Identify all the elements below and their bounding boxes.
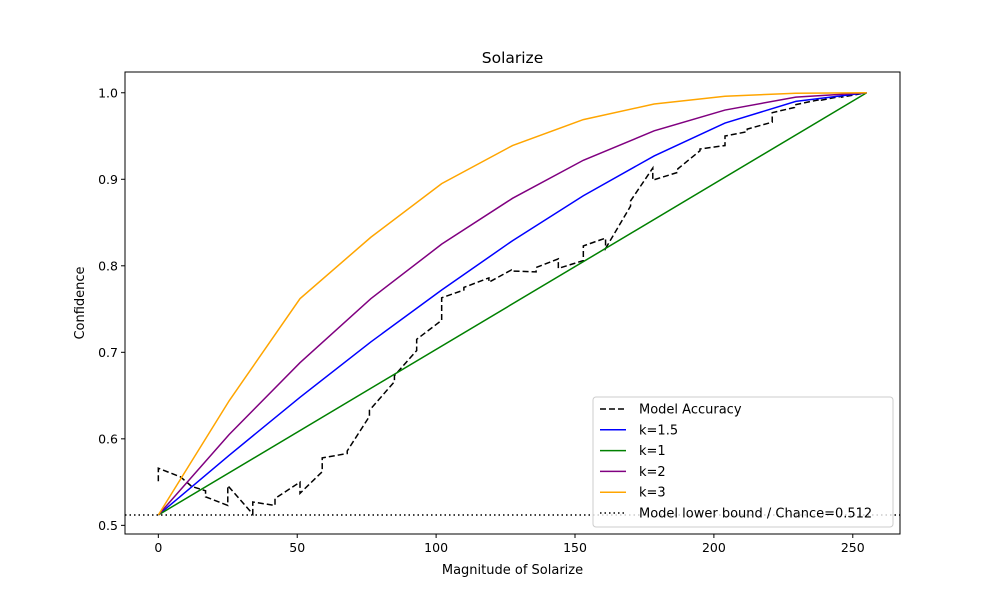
y-tick-label: 0.6	[98, 431, 118, 446]
chart-title: Solarize	[482, 49, 543, 67]
legend-label-k-1: k=1	[639, 444, 666, 459]
series-line-k-1-5	[157, 92, 867, 516]
legend-label-k-2: k=2	[639, 465, 666, 480]
x-axis: 0 50 100 150 200 250	[154, 534, 865, 555]
y-tick-label: 1.0	[98, 85, 118, 100]
x-tick-label: 50	[289, 540, 305, 555]
x-tick-label: 150	[563, 540, 587, 555]
legend-label-k-3: k=3	[639, 486, 666, 501]
legend-label-model-lower-bound-chance-0-512: Model lower bound / Chance=0.512	[639, 507, 872, 522]
y-axis: 0.5 0.6 0.7 0.8 0.9 1.0	[98, 85, 125, 533]
plot-lines	[125, 92, 900, 517]
y-tick-label: 0.8	[98, 258, 118, 273]
legend-label-k-1-5: k=1.5	[639, 423, 678, 438]
x-tick-label: 100	[424, 540, 448, 555]
y-tick-label: 0.9	[98, 172, 118, 187]
plot-frame	[124, 71, 901, 535]
series-line-model-accuracy	[157, 92, 867, 517]
series-line-k-1	[157, 92, 868, 516]
series-line-k-2	[157, 92, 867, 516]
x-axis-label: Magnitude of Solarize	[442, 563, 583, 578]
x-tick-label: 250	[841, 540, 865, 555]
legend-label-model-accuracy: Model Accuracy	[639, 403, 742, 418]
y-axis-label: Confidence	[73, 266, 88, 339]
legend: Model Accuracy k=1.5 k=1 k=2 k=3 Model lower …	[592, 396, 894, 528]
x-tick-label: 0	[154, 540, 162, 555]
legend-box	[592, 396, 894, 528]
y-tick-label: 0.7	[98, 345, 118, 360]
x-tick-label: 200	[702, 540, 726, 555]
y-tick-label: 0.5	[98, 518, 118, 533]
series-line-k-3	[157, 92, 867, 516]
